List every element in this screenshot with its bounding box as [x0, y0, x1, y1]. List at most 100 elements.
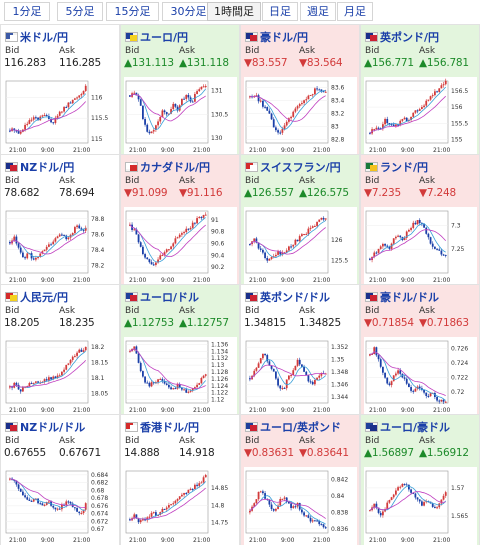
chart-svg: 1.121.1221.1241.1261.1281.131.1321.1341.… — [124, 337, 237, 415]
candle-body — [54, 117, 57, 123]
candle-body — [253, 238, 256, 242]
pair-name-link[interactable]: ランド/円 — [380, 160, 429, 174]
tab-1[interactable]: 1分足 — [4, 2, 50, 21]
y-tick-label: 0.838 — [331, 509, 348, 516]
tab-2[interactable]: 5分足 — [57, 2, 103, 21]
candle-body — [268, 499, 271, 505]
pair-name-link[interactable]: 英ポンド/ドル — [260, 290, 331, 304]
candle-body — [63, 107, 65, 112]
candle-body — [194, 484, 196, 490]
candle-body — [80, 94, 83, 96]
bid-price: 1.56897 — [371, 447, 414, 459]
x-tick-label: 9:00 — [281, 537, 295, 544]
candle-body — [436, 248, 438, 250]
candle-body — [161, 255, 164, 257]
mini-chart[interactable]: 130 130.5 131 21:00 9:00 21:00 — [124, 77, 237, 155]
candle-body — [401, 483, 404, 487]
mini-chart[interactable]: 7.25 7.3 21:00 9:00 21:00 — [364, 207, 477, 285]
candle-body — [50, 377, 52, 380]
candle-body — [165, 112, 168, 115]
mini-chart[interactable]: 1.12 1.122 1.124 1.126 1.128 1.13 1.132 1.134 1.… — [124, 337, 237, 415]
moving-average-line — [129, 93, 206, 122]
candle-body — [17, 243, 20, 248]
pair-name-link[interactable]: 英ポンド/円 — [380, 30, 440, 44]
candle-body — [431, 95, 434, 97]
candle-body — [386, 377, 389, 384]
candle-body — [403, 483, 406, 485]
pair-name-link[interactable]: 豪ドル/円 — [260, 30, 309, 44]
tab-4[interactable]: 30分足 — [162, 2, 215, 21]
tab-3[interactable]: 15分足 — [106, 2, 159, 21]
mini-chart[interactable]: 155 155.5 156 156.5 21:00 9:00 21:00 — [364, 77, 477, 155]
pair-name-link[interactable]: 香港ドル/円 — [140, 420, 200, 434]
bid-price: 14.888 — [124, 447, 160, 459]
candle-body — [272, 368, 275, 372]
pair-name-link[interactable]: ユーロ/ドル — [140, 290, 200, 304]
candle-body — [379, 246, 382, 249]
candle-body — [255, 367, 258, 371]
mini-chart[interactable]: 14.75 14.8 14.85 21:00 9:00 21:00 — [124, 467, 237, 545]
mini-chart[interactable]: 125.5 126 21:00 9:00 21:00 — [244, 207, 357, 285]
pair-name-link[interactable]: NZドル/ドル — [20, 420, 86, 434]
candle-body — [82, 509, 85, 514]
ask-value: ▲131.118 — [179, 57, 229, 69]
candle-body — [48, 115, 50, 119]
candle-body — [137, 234, 140, 243]
mini-chart[interactable]: 0.836 0.838 0.84 0.842 21:00 9:00 21:00 — [244, 467, 357, 545]
candle-body — [183, 232, 185, 234]
pair-name-link[interactable]: 人民元/円 — [20, 290, 69, 304]
candle-body — [185, 228, 188, 233]
candle-body — [172, 243, 175, 247]
mini-chart[interactable]: 115 115.5 116 21:00 9:00 21:00 — [4, 77, 117, 155]
x-tick-label: 21:00 — [369, 147, 386, 154]
flag-icon — [5, 291, 18, 302]
x-tick-label: 21:00 — [249, 277, 266, 284]
pair-name-link[interactable]: ユーロ/英ポンド — [260, 420, 342, 434]
y-tick-label: 91 — [211, 217, 219, 224]
tab-5[interactable]: 1時間足 — [207, 2, 261, 21]
candle-body — [202, 477, 205, 483]
tab-8[interactable]: 月足 — [337, 2, 373, 21]
pair-name-link[interactable]: カナダドル/円 — [140, 160, 211, 174]
tab-6[interactable]: 日足 — [262, 2, 298, 21]
pair-name-link[interactable]: NZドル/円 — [20, 160, 75, 174]
candle-body — [76, 225, 78, 228]
candle-body — [155, 125, 157, 131]
candle-body — [375, 503, 378, 508]
tile-header: 英ポンド/ドル — [245, 289, 330, 304]
candle-body — [52, 241, 55, 245]
tab-7[interactable]: 週足 — [300, 2, 336, 21]
candle-body — [444, 80, 447, 85]
mini-chart[interactable]: 0.72 0.722 0.724 0.726 21:00 9:00 21:00 — [364, 337, 477, 415]
mini-chart[interactable]: 78.2 78.4 78.6 78.8 21:00 9:00 21:00 — [4, 207, 117, 285]
pair-name-link[interactable]: 豪ドル/ドル — [380, 290, 440, 304]
candle-body — [76, 352, 78, 356]
candle-body — [257, 242, 260, 249]
pair-name-link[interactable]: 米ドル/円 — [20, 30, 69, 44]
y-tick-label: 1.126 — [211, 376, 228, 383]
candle-body — [198, 483, 201, 486]
moving-average-line — [9, 478, 86, 511]
pair-name-link[interactable]: ユーロ/円 — [140, 30, 189, 44]
x-tick-label: 9:00 — [281, 147, 295, 154]
pair-name-link[interactable]: ユーロ/豪ドル — [380, 420, 451, 434]
candle-body — [253, 503, 256, 507]
ask-arrow-icon: ▼ — [419, 317, 427, 329]
candle-body — [165, 507, 168, 510]
candle-body — [146, 382, 149, 384]
mini-chart[interactable]: 1.344 1.346 1.348 1.35 1.352 21:00 9:00 21:00 — [244, 337, 357, 415]
candle-body — [148, 259, 151, 263]
pair-name-link[interactable]: スイスフラン/円 — [260, 160, 341, 174]
mini-chart[interactable]: 0.67 0.672 0.674 0.676 0.678 0.68 0.682 0.684 21… — [4, 467, 117, 545]
candle-body — [285, 379, 288, 389]
currency-tile: ユーロ/円 Bid Ask ▲131.113 ▲131.118 130 130.5 131 21… — [120, 24, 240, 157]
mini-chart[interactable]: 90.2 90.4 90.6 90.8 91 21:00 9:00 21:00 — [124, 207, 237, 285]
bid-value: ▲1.12753 — [124, 317, 174, 329]
candle-body — [281, 498, 284, 500]
candle-body — [82, 229, 85, 231]
mini-chart[interactable]: 18.05 18.1 18.15 18.2 21:00 9:00 21:00 — [4, 337, 117, 415]
candle-body — [418, 386, 421, 389]
mini-chart[interactable]: 82.8 83 83.2 83.4 83.6 21:00 9:00 21:00 — [244, 77, 357, 155]
bid-label: Bid — [365, 46, 380, 56]
mini-chart[interactable]: 1.565 1.57 21:00 9:00 21:00 — [364, 467, 477, 545]
